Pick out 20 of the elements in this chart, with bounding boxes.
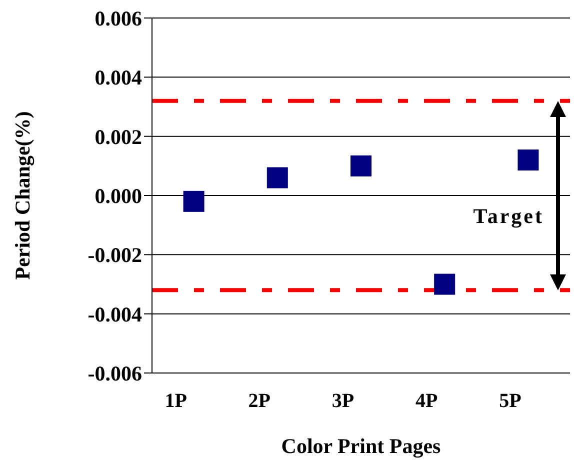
x-tick-label: 5P xyxy=(499,390,522,412)
annotation: Target xyxy=(473,204,544,228)
y-tick-label: -0.006 xyxy=(88,361,142,386)
x-tick-label: 2P xyxy=(248,390,271,412)
y-tick-label: -0.002 xyxy=(88,243,142,268)
point xyxy=(434,274,456,295)
y-tick-label: 0.000 xyxy=(94,184,142,208)
point xyxy=(518,150,539,170)
x-tick-label: 1P xyxy=(164,390,187,412)
x-tick-label: 4P xyxy=(415,390,438,412)
y-tick-label: 0.002 xyxy=(94,124,142,149)
point xyxy=(350,155,372,176)
y-axis-title: Period Change(%) xyxy=(10,111,34,280)
y-tick-label: -0.004 xyxy=(88,302,142,326)
x-axis-title: Color Print Pages xyxy=(281,434,441,458)
point xyxy=(183,190,204,212)
y-tick-label: 0.006 xyxy=(94,6,142,30)
x-tick-label: 3P xyxy=(332,390,354,412)
point xyxy=(266,167,288,188)
y-tick-label: 0.004 xyxy=(94,66,142,90)
